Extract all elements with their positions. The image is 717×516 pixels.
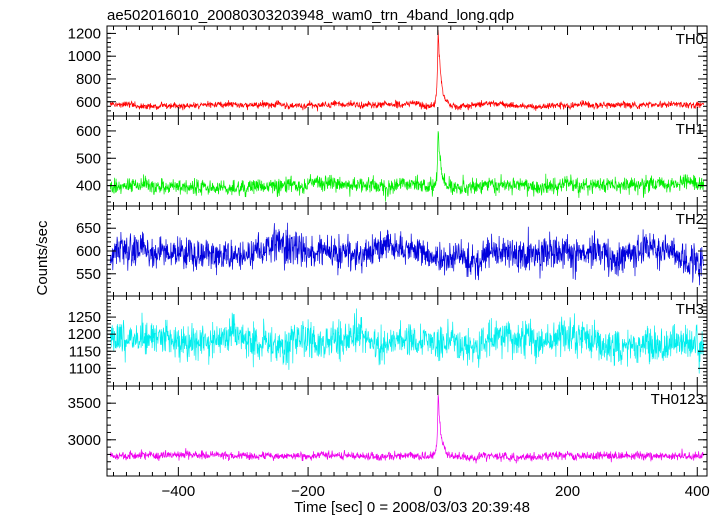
y-tick-label: 1200 — [68, 326, 101, 343]
series-line-th0123 — [109, 394, 705, 464]
series-line-th1 — [109, 131, 705, 202]
x-tick-label: −200 — [291, 483, 325, 500]
panel-th0123: 3000 3500 TH0123 — [68, 385, 708, 477]
y-tick-label: 1100 — [69, 360, 101, 377]
panel-label: TH1 — [676, 121, 704, 138]
panel-th2: 550 600 650 TH2 — [76, 205, 708, 297]
panel-label: TH0 — [676, 31, 704, 48]
y-tick-label: 650 — [76, 220, 101, 237]
panel-label: TH0123 — [651, 391, 704, 408]
y-tick-label: 800 — [76, 71, 101, 88]
y-tick-label: 600 — [76, 123, 101, 140]
y-tick-label: 400 — [76, 178, 101, 195]
y-tick-label: 600 — [76, 94, 101, 111]
panel-th0: 600 800 1000 1200 TH0 — [68, 25, 708, 117]
y-tick-label: 1000 — [68, 48, 101, 65]
panel-frame — [106, 385, 708, 477]
y-tick-label: 1250 — [68, 309, 101, 326]
x-tick-label: 0 — [434, 483, 442, 500]
x-tick-label: 200 — [555, 483, 580, 500]
panel-label: TH3 — [676, 301, 704, 318]
series-line-th2 — [109, 222, 705, 286]
panel-group: 600 800 1000 1200 TH0 400 500 600 TH1 550 600 650 TH… — [68, 25, 708, 477]
series-line-th0 — [109, 30, 705, 112]
y-tick-label: 3000 — [68, 432, 101, 449]
x-axis: −400 −200 0 200 400 — [161, 483, 709, 500]
series-line-th3 — [109, 308, 705, 374]
x-tick-label: −400 — [161, 483, 195, 500]
y-tick-label: 600 — [76, 243, 101, 260]
y-tick-label: 500 — [76, 150, 101, 167]
panel-th1: 400 500 600 TH1 — [76, 115, 708, 207]
y-tick-label: 550 — [76, 266, 101, 283]
panel-label: TH2 — [676, 211, 704, 228]
chart-title: ae502016010_20080303203948_wam0_trn_4ban… — [107, 7, 514, 24]
y-tick-label: 1200 — [68, 25, 101, 42]
panel-frame — [106, 115, 708, 207]
y-tick-label: 1150 — [69, 343, 101, 360]
y-tick-label: 3500 — [68, 395, 101, 412]
x-tick-label: 400 — [685, 483, 710, 500]
x-axis-label: Time [sec] 0 = 2008/03/03 20:39:48 — [294, 499, 530, 516]
y-axis-label: Counts/sec — [34, 220, 51, 296]
